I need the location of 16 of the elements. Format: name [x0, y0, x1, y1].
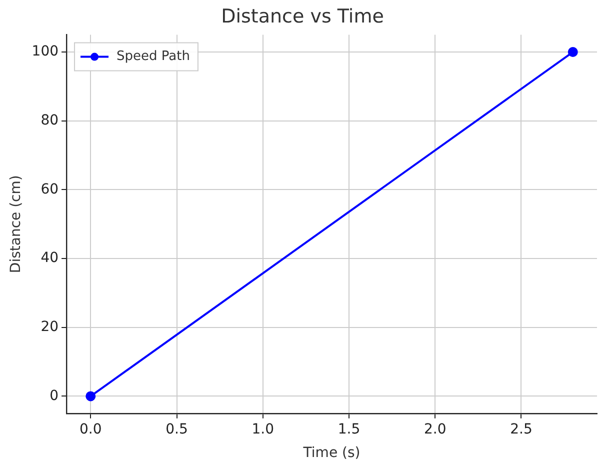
legend-label: Speed Path [116, 49, 190, 64]
y-tick-label: 60 [40, 181, 59, 198]
y-tick-label: 40 [40, 250, 59, 266]
y-axis-title: Distance (cm) [8, 175, 24, 274]
x-tick-label: 1.0 [252, 421, 274, 438]
x-tick-label: 0.5 [166, 421, 188, 438]
x-tick-label: 1.5 [338, 421, 360, 438]
x-tick-label: 2.0 [424, 421, 446, 438]
y-tick-label: 80 [40, 112, 59, 128]
x-tick-label: 2.5 [510, 421, 532, 438]
y-tick-label: 100 [32, 44, 59, 60]
x-axis-title: Time (s) [302, 445, 360, 462]
y-tick-label: 0 [50, 388, 59, 404]
x-tick-label: 0.0 [80, 421, 102, 438]
y-tick-label: 20 [40, 318, 59, 335]
chart-title: Distance vs Time [221, 5, 384, 28]
